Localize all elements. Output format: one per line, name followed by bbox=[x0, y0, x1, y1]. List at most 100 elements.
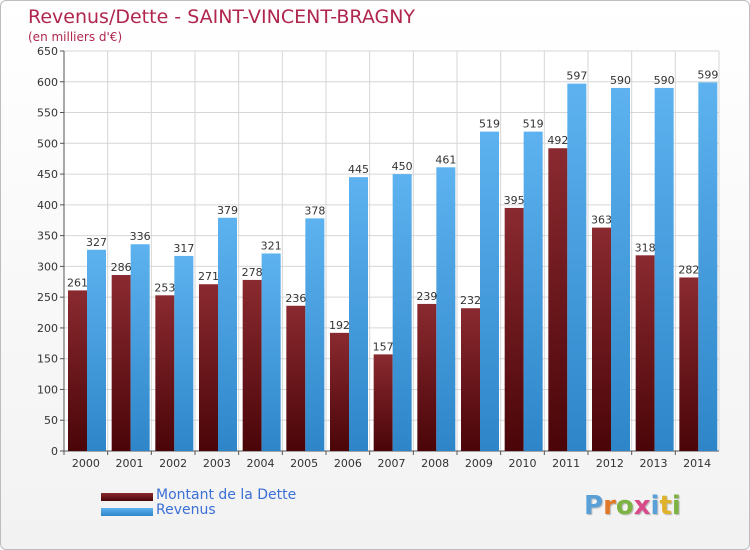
y-tick-label: 550 bbox=[37, 107, 58, 120]
legend-swatch-dette bbox=[101, 493, 153, 501]
bars bbox=[68, 82, 718, 452]
data-label-dette: 492 bbox=[547, 134, 568, 147]
data-label-revenus: 336 bbox=[130, 230, 151, 243]
x-tick-label: 2006 bbox=[334, 457, 362, 470]
bar-dette bbox=[417, 303, 437, 451]
axes: 0 50 100 150 200 250 300 350 400 450 500 550 600 650 2… bbox=[37, 45, 719, 470]
legend-label-revenus: Revenus bbox=[156, 502, 216, 518]
x-tick-label: 2012 bbox=[596, 457, 624, 470]
bar-revenus bbox=[305, 218, 325, 451]
data-label-revenus: 327 bbox=[86, 236, 107, 249]
data-label-revenus: 450 bbox=[392, 160, 413, 173]
logo-letter: i bbox=[671, 491, 681, 521]
bar-revenus bbox=[654, 87, 674, 451]
y-tick-label: 500 bbox=[37, 137, 58, 150]
x-tick-label: 2014 bbox=[683, 457, 711, 470]
data-label-revenus: 461 bbox=[435, 153, 456, 166]
x-tick-label: 2007 bbox=[378, 457, 406, 470]
data-label-dette: 157 bbox=[373, 340, 394, 353]
x-tick-label: 2013 bbox=[640, 457, 668, 470]
bar-revenus bbox=[698, 82, 718, 451]
bar-dette bbox=[330, 332, 349, 451]
y-tick-label: 600 bbox=[37, 76, 58, 89]
bar-revenus bbox=[436, 167, 456, 452]
data-label-revenus: 590 bbox=[610, 74, 631, 87]
bar-dette bbox=[679, 277, 699, 451]
proxiti-logo: Proxiti bbox=[584, 491, 681, 521]
bar-dette bbox=[242, 279, 262, 451]
data-label-revenus: 378 bbox=[304, 204, 325, 217]
data-label-revenus: 445 bbox=[348, 163, 369, 176]
data-label-dette: 253 bbox=[154, 281, 175, 294]
logo-letter: r bbox=[603, 491, 616, 521]
y-tick-label: 0 bbox=[51, 445, 58, 458]
data-label-revenus: 519 bbox=[523, 118, 544, 131]
logo-letter: o bbox=[615, 491, 634, 521]
bar-revenus bbox=[523, 131, 543, 451]
x-tick-label: 2000 bbox=[72, 457, 100, 470]
bar-dette bbox=[199, 284, 218, 451]
y-tick-label: 150 bbox=[37, 353, 58, 366]
x-tick-label: 2001 bbox=[116, 457, 144, 470]
y-tick-label: 400 bbox=[37, 199, 58, 212]
x-tick-label: 2008 bbox=[421, 457, 449, 470]
x-tick-label: 2011 bbox=[552, 457, 580, 470]
y-tick-label: 650 bbox=[37, 45, 58, 58]
bar-revenus bbox=[261, 253, 281, 451]
data-label-dette: 192 bbox=[329, 319, 350, 332]
bar-revenus bbox=[480, 131, 499, 451]
logo-letter: i bbox=[650, 491, 660, 521]
bar-dette bbox=[155, 295, 175, 451]
bar-revenus bbox=[87, 249, 106, 451]
data-label-dette: 282 bbox=[678, 263, 699, 276]
legend-label-dette: Montant de la Dette bbox=[156, 487, 297, 503]
bar-dette bbox=[111, 275, 131, 451]
y-tick-label: 300 bbox=[37, 260, 58, 273]
data-label-revenus: 379 bbox=[217, 204, 238, 217]
data-label-dette: 395 bbox=[504, 194, 525, 207]
data-label-revenus: 321 bbox=[261, 239, 282, 252]
bar-dette bbox=[373, 354, 393, 451]
data-label-revenus: 519 bbox=[479, 118, 500, 131]
data-label-revenus: 599 bbox=[697, 68, 718, 81]
logo-letter: P bbox=[584, 491, 604, 521]
bar-revenus bbox=[174, 255, 194, 451]
x-tick-label: 2010 bbox=[509, 457, 537, 470]
logo-letter: t bbox=[659, 491, 672, 521]
chart-subtitle: (en milliers d'€) bbox=[28, 30, 123, 44]
data-label-dette: 318 bbox=[635, 241, 656, 254]
x-tick-label: 2004 bbox=[247, 457, 275, 470]
legend-swatch-revenus bbox=[101, 508, 153, 516]
y-tick-label: 350 bbox=[37, 230, 58, 243]
bar-dette bbox=[635, 255, 655, 451]
bar-dette bbox=[504, 207, 524, 451]
y-tick-label: 250 bbox=[37, 291, 58, 304]
chart-title: Revenus/Dette - SAINT-VINCENT-BRAGNY bbox=[28, 6, 416, 28]
logo-letter: x bbox=[633, 491, 651, 521]
bar-dette bbox=[548, 148, 568, 451]
data-label-dette: 232 bbox=[460, 294, 481, 307]
x-tick-label: 2002 bbox=[159, 457, 187, 470]
data-label-dette: 261 bbox=[67, 276, 88, 289]
x-tick-label: 2003 bbox=[203, 457, 231, 470]
bar-dette bbox=[286, 305, 306, 451]
y-tick-label: 450 bbox=[37, 168, 58, 181]
data-label-dette: 286 bbox=[111, 261, 132, 274]
data-labels: 261 327 286 336 253 317 271 379 278 321 236 378 192 4… bbox=[67, 68, 718, 353]
data-label-dette: 236 bbox=[285, 292, 306, 305]
data-label-revenus: 317 bbox=[173, 242, 194, 255]
bar-revenus bbox=[392, 174, 412, 452]
data-label-dette: 239 bbox=[416, 290, 437, 303]
bar-revenus bbox=[349, 177, 368, 451]
bar-revenus bbox=[218, 217, 237, 451]
x-tick-label: 2005 bbox=[290, 457, 318, 470]
x-tick-label: 2009 bbox=[465, 457, 493, 470]
bar-dette bbox=[592, 227, 611, 451]
data-label-dette: 363 bbox=[591, 214, 612, 227]
bar-dette bbox=[68, 290, 87, 451]
data-label-dette: 278 bbox=[242, 266, 263, 279]
y-tick-label: 100 bbox=[37, 383, 58, 396]
bar-dette bbox=[461, 308, 480, 451]
